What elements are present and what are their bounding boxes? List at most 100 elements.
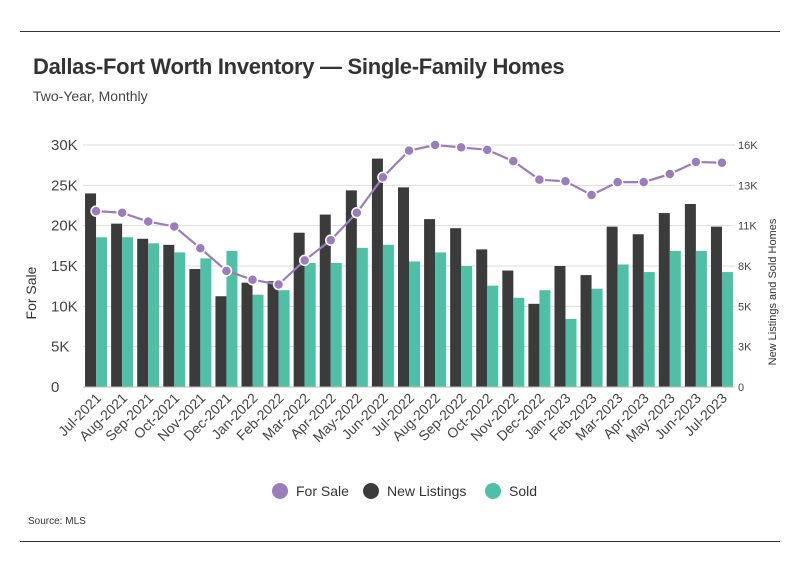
- y-right-axis-title: New Listings and Sold Homes: [767, 218, 779, 365]
- y-right-tick-label: 5K: [738, 301, 752, 313]
- bar-sold: [226, 250, 238, 387]
- bar-new-listings: [580, 275, 592, 387]
- bar-new-listings: [632, 234, 644, 387]
- bar-sold: [591, 288, 603, 387]
- point-for-sale: [533, 173, 546, 186]
- legend-swatch-sold: [485, 483, 501, 499]
- bar-new-listings: [215, 296, 227, 387]
- bar-sold: [565, 318, 577, 387]
- legend-label-for-sale: For Sale: [296, 483, 349, 499]
- y-right-tick-label: 11K: [738, 221, 757, 233]
- point-for-sale: [325, 234, 337, 246]
- bar-sold: [304, 262, 316, 387]
- bar-new-listings: [319, 214, 331, 387]
- legend-swatch-new-listings: [363, 483, 379, 499]
- bar-new-listings: [189, 269, 201, 387]
- bar-sold: [695, 250, 707, 387]
- point-for-sale: [194, 242, 207, 255]
- point-for-sale: [116, 207, 128, 219]
- bar-new-listings: [502, 270, 514, 387]
- bar-sold: [617, 264, 629, 387]
- bar-sold: [539, 290, 551, 387]
- chart-subtitle: Two-Year, Monthly: [33, 88, 148, 104]
- bar-sold: [669, 250, 681, 387]
- bar-sold: [721, 272, 733, 387]
- y-left-axis-title: For Sale: [23, 266, 39, 319]
- point-for-sale: [142, 215, 154, 228]
- bar-new-listings: [710, 226, 722, 387]
- point-for-sale: [611, 176, 624, 188]
- y-left-tick-label: 10K: [51, 298, 78, 315]
- point-for-sale: [272, 278, 285, 291]
- legend-label-sold: Sold: [509, 483, 537, 499]
- point-for-sale: [716, 156, 728, 169]
- bar-new-listings: [606, 226, 618, 387]
- point-for-sale: [481, 144, 493, 156]
- y-right-tick-label: 0: [738, 382, 744, 394]
- chart-title: Dallas-Fort Worth Inventory — Single-Fam…: [33, 54, 565, 79]
- bar-sold: [435, 252, 447, 387]
- bar-new-listings: [476, 249, 488, 387]
- bar-new-listings: [85, 193, 97, 387]
- bar-sold: [513, 297, 525, 387]
- point-for-sale: [377, 171, 389, 184]
- point-for-sale: [585, 189, 598, 201]
- point-for-sale: [90, 205, 102, 217]
- bar-new-listings: [293, 232, 305, 387]
- bar-sold: [148, 243, 160, 387]
- bar-new-listings: [111, 223, 123, 387]
- point-for-sale: [559, 175, 572, 188]
- bar-new-listings: [450, 228, 462, 387]
- bar-sold: [461, 266, 473, 387]
- y-left-tick-label: 30K: [51, 137, 78, 154]
- bar-new-listings: [554, 266, 566, 387]
- point-for-sale: [637, 176, 650, 188]
- point-for-sale: [168, 220, 181, 233]
- bar-new-listings: [137, 238, 149, 387]
- bar-new-listings: [371, 158, 383, 387]
- legend-swatch-for-sale: [272, 483, 288, 499]
- point-for-sale: [220, 265, 233, 277]
- bottom-rule: [20, 541, 780, 542]
- point-for-sale: [664, 168, 676, 180]
- y-left-tick-label: 0: [51, 379, 59, 396]
- bar-sold: [356, 247, 368, 387]
- point-for-sale: [507, 155, 520, 167]
- bar-sold: [643, 272, 655, 387]
- bar-new-listings: [658, 213, 670, 387]
- top-rule: [20, 31, 780, 32]
- point-for-sale: [690, 156, 702, 168]
- bar-new-listings: [345, 190, 357, 387]
- bar-sold: [96, 237, 108, 387]
- legend-label-new-listings: New Listings: [387, 483, 466, 499]
- y-right-tick-label: 8K: [738, 261, 752, 273]
- bar-sold: [252, 294, 264, 387]
- bar-new-listings: [267, 281, 279, 387]
- point-for-sale: [246, 273, 259, 286]
- point-for-sale: [429, 139, 441, 151]
- point-for-sale: [455, 141, 467, 154]
- y-left-tick-label: 15K: [51, 258, 78, 275]
- bar-sold: [278, 290, 290, 387]
- point-for-sale: [351, 207, 363, 219]
- bar-new-listings: [528, 303, 540, 387]
- bar-new-listings: [398, 187, 409, 387]
- bar-new-listings: [241, 282, 253, 387]
- bar-new-listings: [684, 203, 696, 387]
- y-right-tick-label: 16K: [738, 140, 758, 152]
- y-right-tick-label: 3K: [738, 342, 752, 354]
- bar-sold: [409, 261, 420, 387]
- y-left-tick-label: 20K: [51, 218, 78, 235]
- bar-new-listings: [424, 219, 436, 387]
- bar-sold: [382, 244, 394, 387]
- y-left-tick-label: 5K: [51, 339, 69, 356]
- bar-sold: [200, 258, 212, 387]
- point-for-sale: [298, 254, 311, 267]
- y-right-tick-label: 13K: [738, 180, 758, 192]
- point-for-sale: [403, 144, 415, 157]
- y-left-tick-label: 25K: [51, 177, 78, 194]
- bar-sold: [174, 252, 186, 387]
- source-note: Source: MLS: [28, 516, 86, 527]
